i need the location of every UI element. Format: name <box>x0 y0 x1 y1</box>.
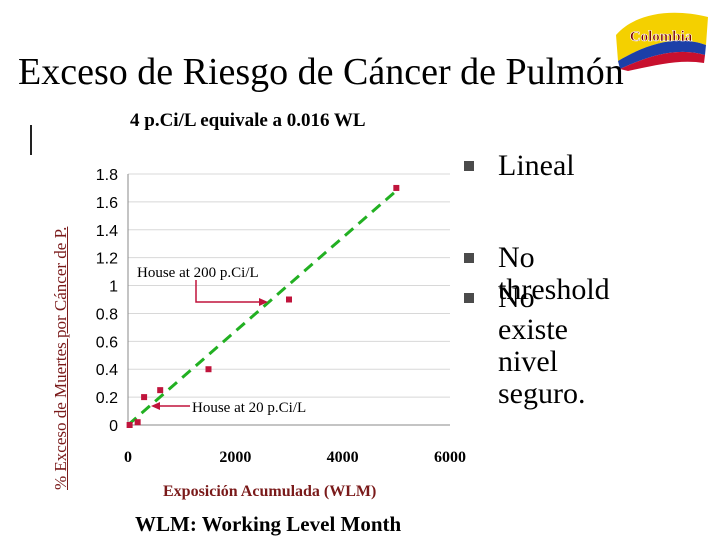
axes <box>127 174 450 426</box>
bullet-item: Lineal <box>458 150 575 182</box>
x-tick-label: 2000 <box>219 449 251 466</box>
annotations: House at 200 p.Ci/L House at 20 p.Ci/L <box>137 265 306 416</box>
trendline <box>127 189 398 427</box>
x-tick-label: 0 <box>124 449 132 466</box>
y-tick-label: 1.6 <box>96 195 118 212</box>
arrow-head-icon <box>259 298 268 306</box>
slide-subtitle: 4 p.Ci/L equivale a 0.016 WL <box>130 110 366 131</box>
bullet-text: Lineal <box>498 149 575 182</box>
data-point <box>157 387 164 394</box>
y-tick-label: 1.8 <box>96 167 118 184</box>
x-axis-label: Exposición Acumulada (WLM) <box>163 483 377 500</box>
y-tick-label: 0.8 <box>96 306 118 323</box>
y-tick-label: 1 <box>109 279 118 296</box>
y-tick-label: 1.4 <box>96 223 118 240</box>
annotation-label: House at 20 p.Ci/L <box>192 400 306 416</box>
y-tick-label: 1.2 <box>96 251 118 268</box>
data-point <box>134 419 141 426</box>
x-tick-label: 4000 <box>327 449 359 466</box>
data-point <box>205 366 212 373</box>
annotation-label: House at 200 p.Ci/L <box>137 265 259 281</box>
bullet-item: No existe nivel seguro. <box>458 282 585 410</box>
bullet-square-icon <box>464 293 474 303</box>
arrow-head-icon <box>151 402 160 410</box>
data-point <box>393 184 400 191</box>
bullet-item: No threshold <box>458 242 610 306</box>
divider <box>30 125 32 155</box>
slide-title: Exceso de Riesgo de Cáncer de Pulmón <box>18 51 624 93</box>
y-tick-label: 0.2 <box>96 390 118 407</box>
colombia-flag-logo: Colombia <box>608 5 714 71</box>
data-point <box>141 394 148 401</box>
grid-lines <box>128 173 450 398</box>
bullet-square-icon <box>464 161 474 171</box>
footer-note: WLM: Working Level Month <box>135 512 402 536</box>
bullet-text: No existe nivel seguro. <box>498 281 586 410</box>
bullet-square-icon <box>464 253 474 263</box>
data-point <box>286 296 292 303</box>
y-tick-label: 0 <box>109 418 118 435</box>
bullet-text: No threshold <box>498 241 610 306</box>
y-tick-label: 0.6 <box>96 334 118 351</box>
svg-text:Colombia: Colombia <box>630 29 693 45</box>
y-tick-label: 0.4 <box>96 362 118 379</box>
annotation-arrow <box>195 280 262 303</box>
trendline-dashed <box>127 189 398 427</box>
x-tick-label: 6000 <box>434 449 466 466</box>
data-point <box>126 422 133 428</box>
tick-labels: 0 0.2 0.4 0.6 0.8 1 1.2 1.4 1.6 1.8 0 2000 4000 6000 <box>96 167 466 466</box>
data-points <box>126 184 400 428</box>
